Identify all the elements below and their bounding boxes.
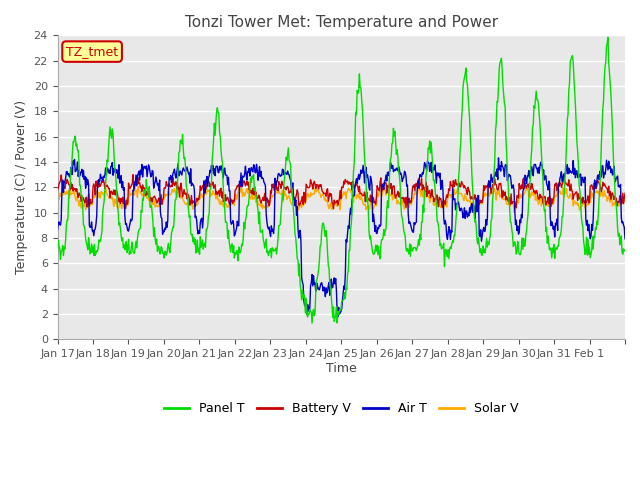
- Title: Tonzi Tower Met: Temperature and Power: Tonzi Tower Met: Temperature and Power: [185, 15, 498, 30]
- Legend: Panel T, Battery V, Air T, Solar V: Panel T, Battery V, Air T, Solar V: [159, 397, 524, 420]
- X-axis label: Time: Time: [326, 362, 356, 375]
- Y-axis label: Temperature (C) / Power (V): Temperature (C) / Power (V): [15, 100, 28, 275]
- Text: TZ_tmet: TZ_tmet: [66, 45, 118, 58]
